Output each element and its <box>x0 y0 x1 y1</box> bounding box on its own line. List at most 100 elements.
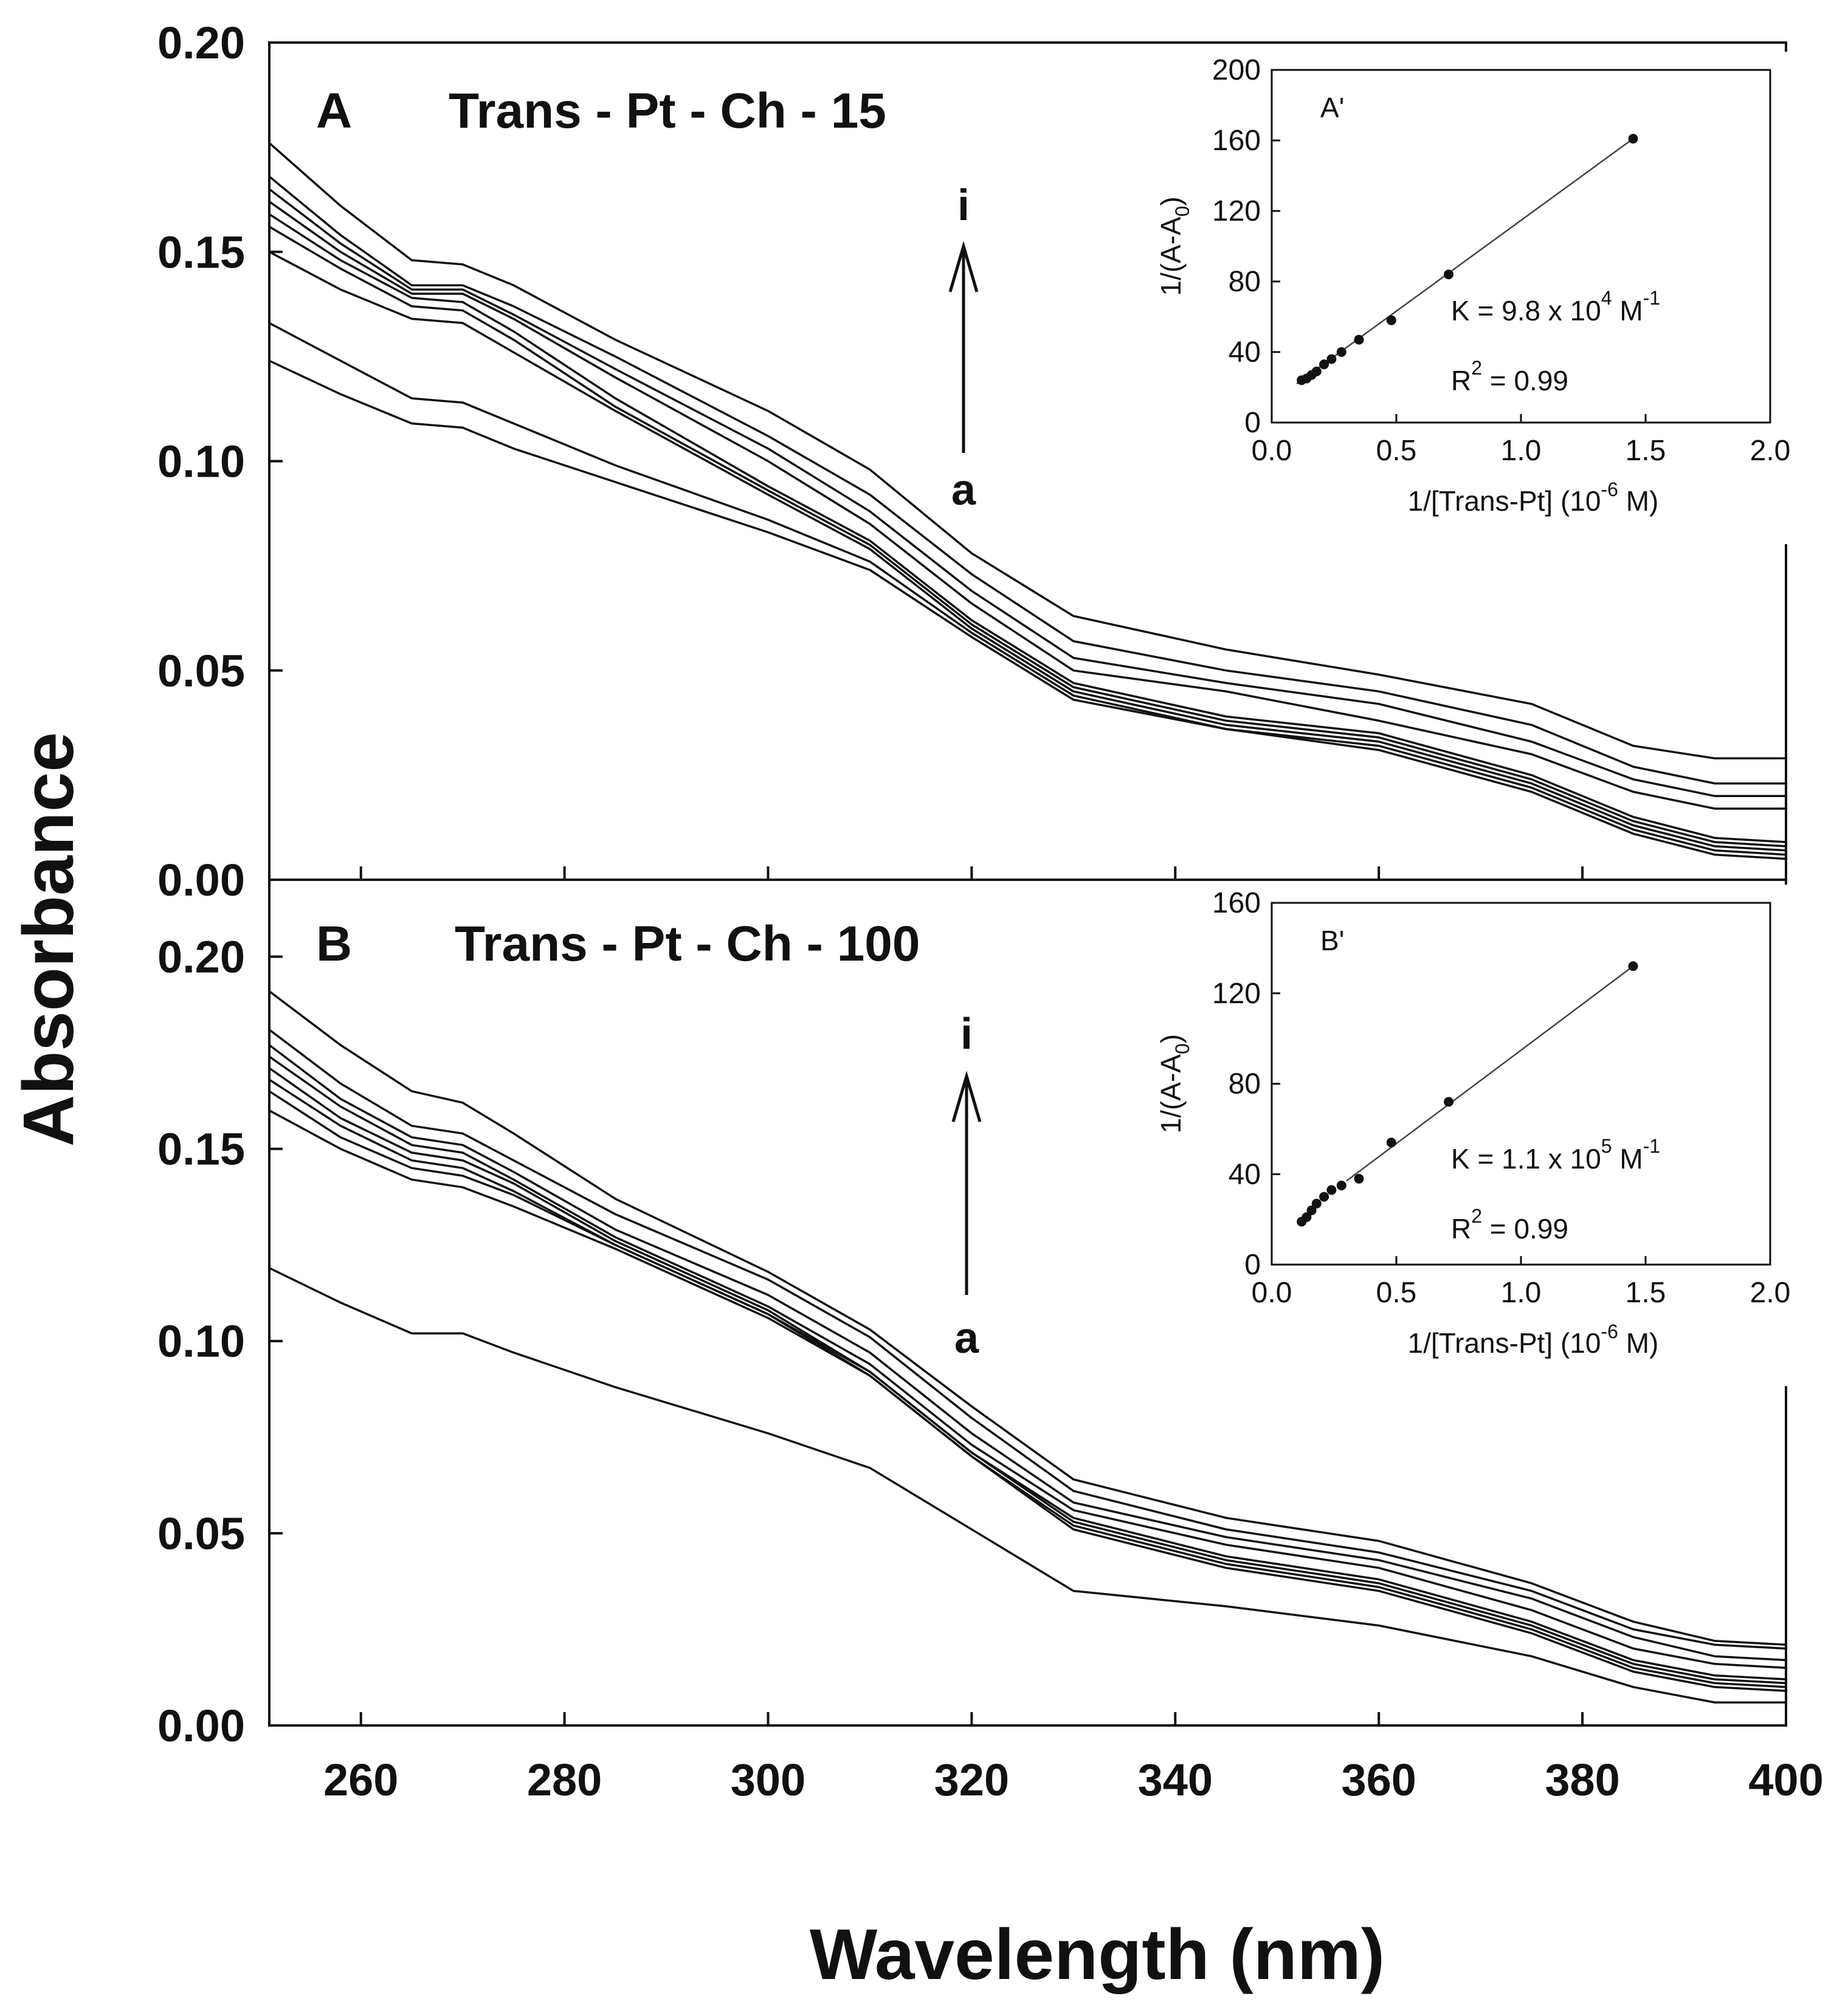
x-tick-label: 280 <box>527 1755 602 1805</box>
series-line-h <box>268 175 1786 785</box>
inset-data-point <box>1326 1185 1337 1195</box>
inset-data-point <box>1311 1198 1322 1209</box>
inset-label: A' <box>1320 92 1344 123</box>
series-line-g <box>268 1044 1787 1662</box>
series-line-a <box>269 359 1787 860</box>
x-tick-label: 400 <box>1748 1755 1823 1805</box>
inset-y-tick-label: 40 <box>1229 1158 1261 1190</box>
inset-data-point <box>1628 134 1638 144</box>
panel-a: 0.00 0.05 0.10 0.15 0.20 A Trans - Pt - Ch - 1… <box>157 18 1848 905</box>
y-tick-label: 0.15 <box>157 227 245 277</box>
inset-x-tick-label: 0.5 <box>1376 1277 1417 1309</box>
inset-y-tick-label: 0 <box>1244 1249 1261 1281</box>
inset-y-tick-label: 160 <box>1212 125 1261 157</box>
inset-y-tick-label: 200 <box>1212 54 1261 86</box>
y-tick-label: 0.00 <box>157 855 245 905</box>
arrow-head <box>951 1071 982 1122</box>
inset-y-tick-label: 160 <box>1212 887 1261 919</box>
inset-data-point <box>1336 1180 1346 1190</box>
inset-data-point <box>1354 334 1364 345</box>
arrow-head <box>948 241 979 292</box>
panel-b: 0.00 0.05 0.10 0.15 0.20 260 280 300 320 340 360 38… <box>157 879 1848 1805</box>
inset-k-annotation: K = 1.1 x 105 M-1 <box>1451 1135 1660 1175</box>
arrow-label-bottom: a <box>954 1314 979 1362</box>
inset-label: B' <box>1320 925 1344 956</box>
inset-y-tick-label: 0 <box>1244 407 1261 439</box>
arrow-label-top: i <box>957 181 970 230</box>
inset-data-point <box>1354 1173 1364 1184</box>
series-line-i <box>268 142 1786 760</box>
x-axis-title: Wavelength (nm) <box>810 1915 1385 1995</box>
inset-data-point <box>1386 315 1396 325</box>
inset-data-point <box>1302 1212 1312 1222</box>
y-tick-label: 0.10 <box>157 1316 245 1367</box>
y-axis-title: Absorbance <box>9 732 89 1147</box>
y-tick-label: 0.05 <box>157 646 245 696</box>
series-line-c <box>269 250 1787 852</box>
inset-data-point <box>1319 1192 1329 1202</box>
inset-background <box>1266 52 1848 544</box>
y-tick-label: 0.00 <box>157 1701 245 1751</box>
panel-label: B <box>316 916 352 972</box>
inset-data-point <box>1319 359 1329 370</box>
inset-data-point <box>1306 1205 1317 1215</box>
y-tick-label: 0.15 <box>157 1124 245 1175</box>
inset-x-tick-label: 0.0 <box>1252 435 1292 467</box>
arrow-label-top: i <box>960 1010 973 1059</box>
inset-y-tick-label: 120 <box>1212 195 1261 227</box>
inset-x-tick-label: 1.0 <box>1501 1277 1542 1309</box>
x-tick-label: 380 <box>1545 1755 1619 1805</box>
series-line-h <box>268 1029 1787 1650</box>
y-tick-label: 0.05 <box>157 1508 245 1559</box>
inset-r2-annotation: R2 = 0.99 <box>1451 357 1568 396</box>
inset-x-tick-label: 1.5 <box>1626 435 1666 467</box>
inset-data-point <box>1628 961 1638 972</box>
inset-x-tick-label: 2.0 <box>1750 1277 1791 1309</box>
inset-x-tick-label: 0.0 <box>1252 1277 1292 1309</box>
inset-data-point <box>1444 269 1454 280</box>
inset-data-point <box>1444 1097 1454 1107</box>
y-tick-label: 0.20 <box>157 18 245 68</box>
inset-x-axis-title: 1/[Trans-Pt] (10-6 M) <box>1408 1321 1659 1359</box>
series-line-b <box>269 322 1787 856</box>
series-line-e <box>268 1067 1787 1680</box>
inset-b: 0 40 80 120 160 0.0 0.5 1.0 1.5 2.0 B' K = 1.1 x 10… <box>1155 885 1848 1386</box>
x-tick-label: 300 <box>731 1755 805 1805</box>
inset-background <box>1266 885 1848 1386</box>
panel-label: A <box>316 83 352 139</box>
inset-y-axis-title: 1/(A-A0) <box>1155 1034 1193 1134</box>
arrow-label-bottom: a <box>951 466 976 514</box>
inset-y-tick-label: 80 <box>1229 1068 1261 1100</box>
inset-fit-line <box>1296 138 1634 385</box>
inset-y-tick-label: 40 <box>1229 336 1261 368</box>
series-line-f <box>268 1055 1787 1669</box>
x-tick-label: 340 <box>1138 1755 1213 1805</box>
inset-x-tick-label: 1.0 <box>1501 435 1542 467</box>
inset-data-point <box>1336 347 1346 357</box>
y-tick-label: 0.20 <box>157 931 245 982</box>
inset-data-point <box>1326 354 1337 364</box>
y-tick-label: 0.10 <box>157 437 245 487</box>
inset-y-axis-title: 1/(A-A0) <box>1155 196 1193 296</box>
inset-r2-annotation: R2 = 0.99 <box>1451 1205 1568 1245</box>
panel-title: Trans - Pt - Ch - 15 <box>449 83 886 139</box>
inset-y-tick-label: 80 <box>1229 266 1261 298</box>
inset-x-tick-label: 1.5 <box>1626 1277 1666 1309</box>
series-line-i <box>268 990 1787 1646</box>
inset-data-point <box>1311 366 1322 376</box>
inset-k-annotation: K = 9.8 x 104 M-1 <box>1451 287 1660 326</box>
inset-x-tick-label: 2.0 <box>1750 435 1791 467</box>
inset-y-tick-label: 120 <box>1212 978 1261 1010</box>
series-line-d <box>269 226 1787 848</box>
panel-title: Trans - Pt - Ch - 100 <box>455 916 920 972</box>
x-tick-label: 320 <box>934 1755 1009 1805</box>
series-line-c <box>269 1090 1787 1688</box>
x-tick-label: 360 <box>1341 1755 1416 1805</box>
series-line-a <box>269 1267 1786 1704</box>
series-line-f <box>268 201 1786 810</box>
inset-x-tick-label: 0.5 <box>1376 435 1417 467</box>
inset-x-axis-title: 1/[Trans-Pt] (10-6 M) <box>1408 478 1659 517</box>
x-tick-label: 260 <box>323 1755 398 1805</box>
series-line-g <box>268 188 1786 798</box>
